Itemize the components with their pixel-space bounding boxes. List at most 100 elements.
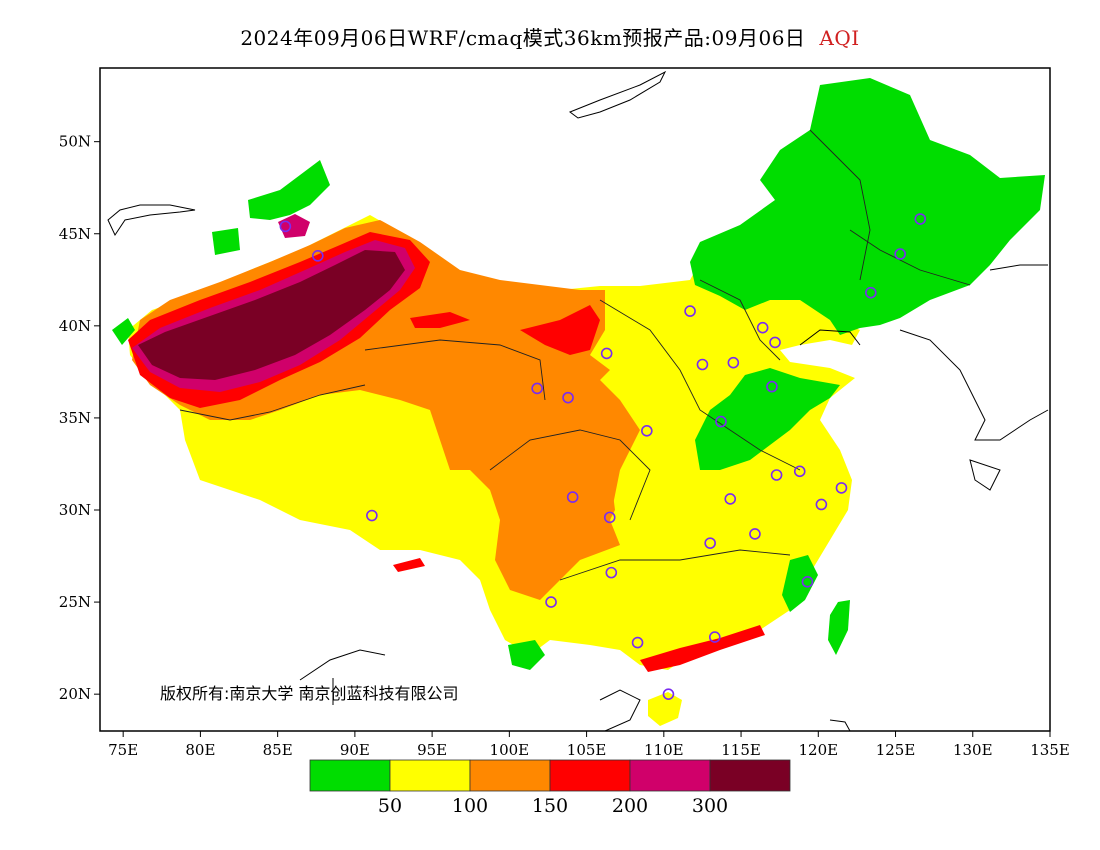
lat-tick-label: 50N [59, 133, 91, 151]
hexi-red-region [410, 312, 470, 328]
province-borders [179, 129, 971, 581]
taklimakan-maroon-core [138, 250, 405, 380]
legend-swatch [389, 759, 471, 792]
lon-tick-label: 105E [567, 741, 607, 759]
city-marker [603, 511, 616, 524]
city-marker [770, 469, 783, 481]
city-marker [865, 286, 877, 299]
far-west-green-region [112, 318, 135, 345]
lat-tick-label: 20N [59, 685, 91, 703]
city-marker [749, 528, 761, 540]
border-xinjiang-tibet [179, 384, 366, 421]
legend-label: 300 [691, 795, 729, 817]
legend-swatch [629, 759, 711, 792]
lat-tick-label: 30N [59, 501, 91, 519]
city-marker [801, 576, 814, 588]
dzungaria-magenta-spot [278, 214, 310, 238]
bohai-coast [799, 329, 861, 346]
lat-tick-label: 35N [59, 409, 91, 427]
latitude-axis: 50N 45N 40N 35N 30N 25N 20N [59, 133, 100, 703]
korea-south-coast [969, 459, 1001, 491]
hainan-island [648, 692, 682, 726]
city-marker [696, 358, 709, 371]
lon-tick-label: 130E [953, 741, 993, 759]
india-coast [299, 649, 386, 681]
guangdong-red-strip [640, 625, 765, 672]
city-marker [562, 391, 574, 404]
border-northeast [849, 229, 971, 286]
city-marker [605, 566, 618, 579]
yunnan-green-region [508, 640, 545, 670]
korea-japan-coast [899, 329, 1049, 441]
city-marker [312, 250, 324, 262]
lon-tick-label: 90E [340, 741, 370, 759]
lon-tick-label: 135E [1030, 741, 1070, 759]
legend-swatch [309, 759, 391, 792]
city-marker [914, 213, 927, 225]
legend-label: 100 [451, 795, 489, 817]
philippines-coast [829, 719, 851, 731]
border-innermongolia [809, 129, 871, 281]
taiwan-island [828, 600, 850, 655]
lon-tick-label: 110E [644, 741, 684, 759]
city-marker [766, 380, 778, 393]
caspian-coast [107, 204, 196, 237]
north-china-green-region [695, 368, 840, 470]
lat-tick-label: 40N [59, 317, 91, 335]
border-central [599, 299, 801, 471]
west-green-region [212, 228, 240, 255]
city-marker [279, 220, 292, 233]
city-marker [727, 356, 740, 369]
city-marker [531, 382, 543, 395]
coastlines [107, 70, 1049, 731]
border-sichuan [489, 429, 651, 521]
city-marker [708, 631, 721, 643]
city-marker [684, 305, 696, 317]
city-marker [724, 493, 737, 505]
northwest-green-region [248, 160, 330, 220]
lon-tick-label: 95E [417, 741, 447, 759]
border-qinghai [364, 339, 546, 401]
lon-tick-label: 75E [108, 741, 138, 759]
copyright-text: 版权所有:南京大学 南京创蓝科技有限公司 [160, 684, 459, 703]
city-marker [704, 537, 716, 549]
city-marker [835, 482, 848, 494]
map-title: 2024年09月06日WRF/cmaq模式36km预报产品:09月06日 AQI [0, 22, 1100, 51]
tibet-red-strip [393, 558, 425, 572]
lon-tick-label: 125E [876, 741, 916, 759]
legend-label: 50 [377, 795, 403, 817]
legend-label: 200 [611, 795, 649, 817]
lon-tick-label: 120E [798, 741, 838, 759]
lon-tick-label: 115E [721, 741, 761, 759]
city-marker [793, 465, 806, 478]
city-marker [631, 636, 644, 649]
city-marker [366, 509, 378, 522]
city-marker [545, 596, 557, 608]
legend-swatch [549, 759, 631, 792]
city-markers [279, 213, 927, 700]
northeast-green-region [690, 78, 1045, 335]
legend-swatch [709, 759, 791, 792]
title-main: 2024年09月06日WRF/cmaq模式36km预报产品:09月06日 [240, 26, 806, 50]
lat-tick-label: 45N [59, 225, 91, 243]
map-plot-area [107, 70, 1049, 731]
city-marker [600, 347, 613, 360]
gansu-red-region [520, 305, 600, 355]
city-marker [566, 491, 579, 503]
legend-colorbar [309, 759, 791, 792]
city-marker [715, 415, 727, 428]
border-south [559, 549, 791, 581]
map-frame [99, 67, 1051, 732]
longitude-axis: 75E 80E 85E 90E 95E 100E 105E 110E 115E 120E 125E 1… [108, 731, 1070, 759]
lon-tick-label: 80E [185, 741, 215, 759]
lat-tick-label: 25N [59, 593, 91, 611]
lake-baikal [568, 70, 667, 119]
city-marker [815, 498, 828, 511]
city-marker [641, 425, 653, 437]
lon-tick-label: 85E [263, 741, 293, 759]
city-marker [769, 336, 781, 349]
southeast-coast-green-region [782, 555, 818, 612]
title-variable: AQI [819, 26, 860, 50]
lon-tick-label: 100E [490, 741, 530, 759]
